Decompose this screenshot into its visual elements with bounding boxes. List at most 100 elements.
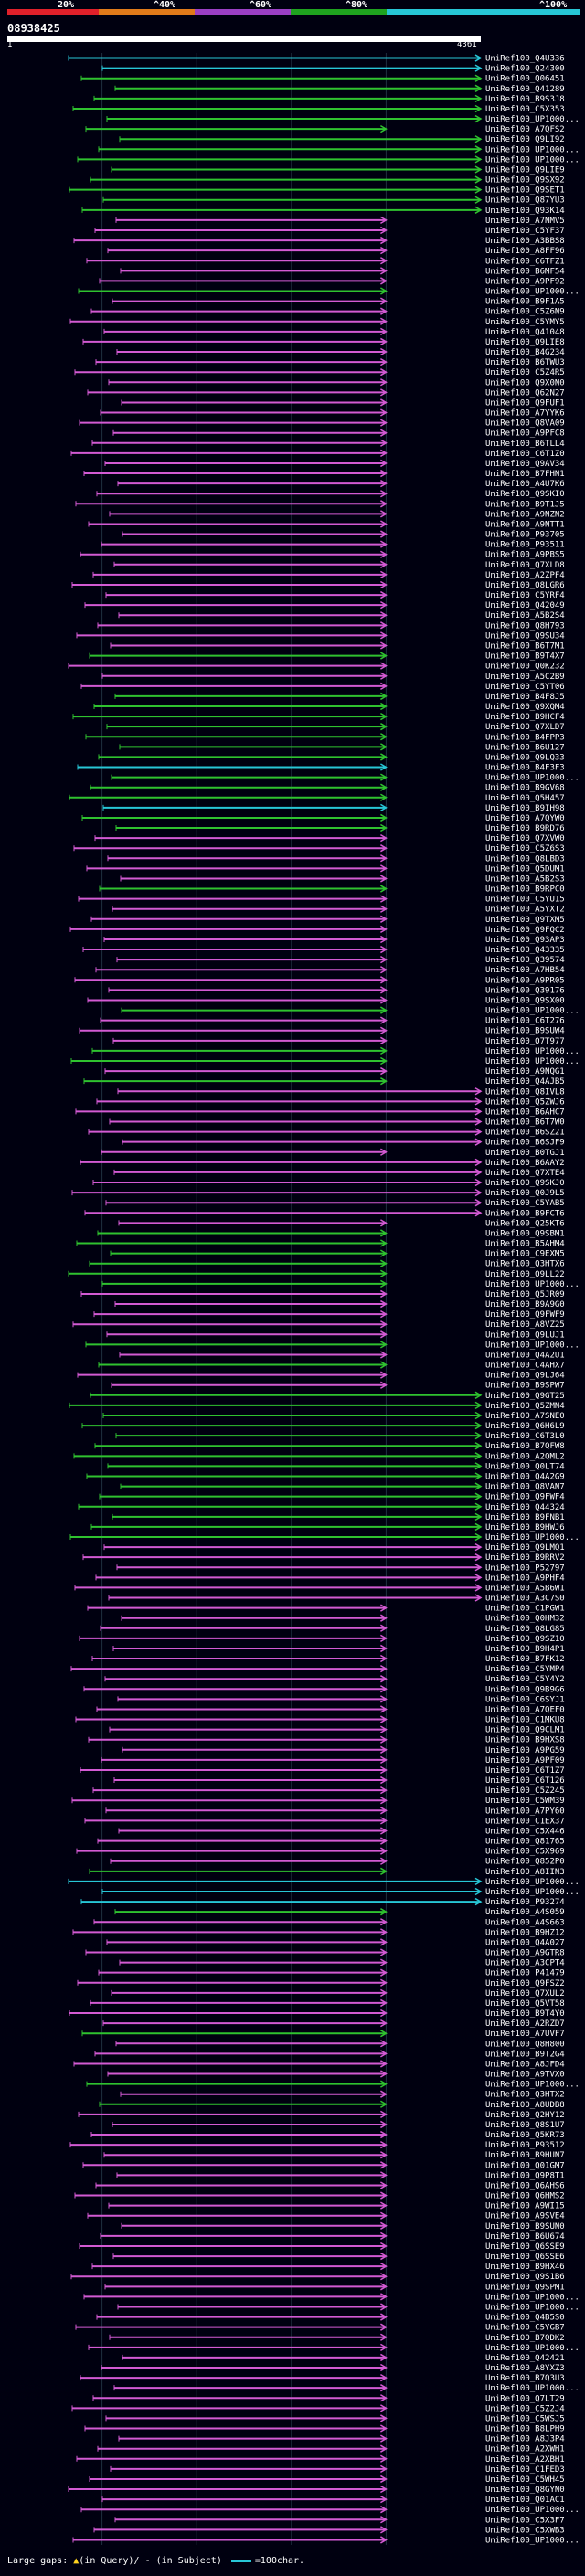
hit-label[interactable]: UniRef100_Q0K232 <box>485 663 565 672</box>
hit-label[interactable]: UniRef100_B9HX46 <box>485 2263 565 2272</box>
hit-label[interactable]: UniRef100_Q6SSE6 <box>485 2253 565 2262</box>
hit-label[interactable]: UniRef100_UP1000... <box>485 2344 580 2353</box>
hit-label[interactable]: UniRef100_B9HUN7 <box>485 2151 565 2160</box>
hit-label[interactable]: UniRef100_Q7T977 <box>485 1037 565 1046</box>
hit-row[interactable]: UniRef100_Q93AP3 <box>103 935 565 945</box>
hit-row[interactable]: UniRef100_B9GV68 <box>90 783 565 793</box>
hit-row[interactable]: UniRef100_Q9LQ33 <box>98 753 565 762</box>
hit-label[interactable]: UniRef100_Q4U336 <box>485 55 565 64</box>
hit-label[interactable]: UniRef100_Q6AHS6 <box>485 2181 565 2190</box>
hit-row[interactable]: UniRef100_Q8H800 <box>115 2040 565 2049</box>
hit-row[interactable]: UniRef100_A5B6W1 <box>74 1584 565 1593</box>
hit-label[interactable]: UniRef100_Q9FSZ2 <box>485 1979 565 1988</box>
hit-label[interactable]: UniRef100_A3BBS8 <box>485 237 565 246</box>
hit-label[interactable]: UniRef100_Q8VA09 <box>485 419 565 429</box>
hit-row[interactable]: UniRef100_Q7XLD8 <box>113 560 565 570</box>
hit-label[interactable]: UniRef100_C1MKU8 <box>485 1716 565 1725</box>
hit-label[interactable]: UniRef100_B9SUN0 <box>485 2222 565 2231</box>
hit-row[interactable]: UniRef100_A7SNE0 <box>102 1411 565 1421</box>
hit-label[interactable]: UniRef100_B6U127 <box>485 743 565 752</box>
hit-label[interactable]: UniRef100_C5WH45 <box>485 2475 565 2485</box>
hit-row[interactable]: UniRef100_C6TFZ1 <box>86 257 565 266</box>
hit-label[interactable]: UniRef100_UP1000... <box>485 1007 580 1016</box>
hit-label[interactable]: UniRef100_C1FED3 <box>485 2465 565 2475</box>
hit-row[interactable]: UniRef100_Q3HTX2 <box>120 2090 565 2100</box>
hit-label[interactable]: UniRef100_Q2HY12 <box>485 2111 565 2120</box>
hit-label[interactable]: UniRef100_Q8S1U7 <box>485 2121 565 2130</box>
hit-row[interactable]: UniRef100_A9PF09 <box>101 1755 565 1765</box>
hit-row[interactable]: UniRef100_Q5ZMN4 <box>69 1401 565 1411</box>
hit-label[interactable]: UniRef100_Q4A027 <box>485 1938 565 1947</box>
hit-row[interactable]: UniRef100_B6AHC7 <box>75 1108 565 1117</box>
hit-label[interactable]: UniRef100_C5X3F7 <box>485 2516 565 2525</box>
hit-row[interactable]: UniRef100_C5YMY5 <box>69 317 565 327</box>
hit-row[interactable]: UniRef100_B4G234 <box>116 347 565 357</box>
hit-row[interactable]: UniRef100_Q9LJ64 <box>77 1371 565 1381</box>
hit-row[interactable]: UniRef100_B4F8J5 <box>114 692 565 702</box>
hit-label[interactable]: UniRef100_B9H4P1 <box>485 1645 565 1654</box>
hit-label[interactable]: UniRef100_Q5ZMN4 <box>485 1402 565 1411</box>
hit-label[interactable]: UniRef100_B6SZ21 <box>485 1129 565 1138</box>
hit-label[interactable]: UniRef100_Q7XLD8 <box>485 561 565 570</box>
hit-row[interactable]: UniRef100_Q4A2U1 <box>119 1351 565 1360</box>
hit-row[interactable]: UniRef100_Q9FQC2 <box>69 925 565 935</box>
hit-row[interactable]: UniRef100_B9S3J8 <box>93 94 565 104</box>
hit-label[interactable]: UniRef100_P93274 <box>485 1898 565 1907</box>
hit-label[interactable]: UniRef100_Q41048 <box>485 328 565 337</box>
hit-label[interactable]: UniRef100_B8LPH9 <box>485 2425 565 2434</box>
hit-label[interactable]: UniRef100_UP1000... <box>485 155 580 164</box>
hit-label[interactable]: UniRef100_A9SVE4 <box>485 2212 565 2221</box>
hit-label[interactable]: UniRef100_Q8IVL8 <box>485 1087 565 1097</box>
hit-row[interactable]: UniRef100_Q39176 <box>108 986 565 995</box>
hit-row[interactable]: UniRef100_B9F1A5 <box>112 297 565 307</box>
hit-label[interactable]: UniRef100_C5Y4Y2 <box>485 1675 565 1684</box>
hit-row[interactable]: UniRef100_UP1000... <box>101 1279 580 1289</box>
hit-label[interactable]: UniRef100_C6T3L0 <box>485 1432 565 1441</box>
hit-row[interactable]: UniRef100_A8FF96 <box>107 247 565 256</box>
hit-label[interactable]: UniRef100_A9NZN2 <box>485 510 565 519</box>
hit-row[interactable]: UniRef100_Q5H457 <box>69 793 565 803</box>
hit-label[interactable]: UniRef100_Q6H6L9 <box>485 1422 565 1431</box>
hit-row[interactable]: UniRef100_Q5DUM1 <box>86 864 565 874</box>
hit-label[interactable]: UniRef100_B6T7W0 <box>485 1118 565 1128</box>
hit-label[interactable]: UniRef100_P93705 <box>485 531 565 540</box>
hit-row[interactable]: UniRef100_B9HWJ6 <box>90 1522 565 1532</box>
hit-row[interactable]: UniRef100_B9T4X7 <box>89 652 565 662</box>
hit-row[interactable]: UniRef100_UP1000... <box>70 1056 580 1066</box>
hit-label[interactable]: UniRef100_B7FK12 <box>485 1655 565 1664</box>
hit-label[interactable]: UniRef100_A2ZPF4 <box>485 571 565 580</box>
hit-label[interactable]: UniRef100_UP1000... <box>485 1047 580 1056</box>
hit-label[interactable]: UniRef100_B9GV68 <box>485 784 565 793</box>
hit-row[interactable]: UniRef100_A9PHF4 <box>95 1574 565 1583</box>
hit-label[interactable]: UniRef100_B6SJF9 <box>485 1139 565 1148</box>
hit-label[interactable]: UniRef100_Q5VT58 <box>485 1999 565 2009</box>
hit-label[interactable]: UniRef100_A8IIN3 <box>485 1868 565 1877</box>
hit-row[interactable]: UniRef100_Q9LMQ1 <box>103 1542 565 1553</box>
hit-row[interactable]: UniRef100_C5Z6S3 <box>73 844 565 853</box>
hit-row[interactable]: UniRef100_Q9SKJ0 <box>92 1178 565 1188</box>
hit-row[interactable]: UniRef100_C5YU15 <box>78 895 565 905</box>
hit-row[interactable]: UniRef100_Q0LT74 <box>107 1462 565 1471</box>
hit-label[interactable]: UniRef100_UP1000... <box>485 2303 580 2312</box>
hit-row[interactable]: UniRef100_Q0HM32 <box>121 1614 565 1624</box>
hit-label[interactable]: UniRef100_Q9LUJ1 <box>485 1330 565 1340</box>
hit-label[interactable]: UniRef100_A3C7S0 <box>485 1595 565 1604</box>
hit-row[interactable]: UniRef100_Q9SPM1 <box>104 2283 565 2292</box>
hit-label[interactable]: UniRef100_C5YGB7 <box>485 2324 565 2333</box>
hit-label[interactable]: UniRef100_Q9LQ33 <box>485 753 565 762</box>
hit-label[interactable]: UniRef100_Q93K14 <box>485 207 565 216</box>
hit-label[interactable]: UniRef100_C5X446 <box>485 1827 565 1836</box>
hit-row[interactable]: UniRef100_Q5KR73 <box>90 2130 565 2140</box>
hit-row[interactable]: UniRef100_Q7XUL2 <box>111 1988 565 1998</box>
hit-row[interactable]: UniRef100_Q9SBM1 <box>97 1229 565 1238</box>
hit-label[interactable]: UniRef100_B9A9G0 <box>485 1300 565 1309</box>
hit-row[interactable]: UniRef100_B6U674 <box>100 2231 565 2242</box>
hit-label[interactable]: UniRef100_A9PF09 <box>485 1756 565 1765</box>
hit-row[interactable]: UniRef100_Q06451 <box>80 74 565 84</box>
hit-label[interactable]: UniRef100_Q9S1B6 <box>485 2273 565 2282</box>
hit-row[interactable]: UniRef100_B6TWU3 <box>95 357 565 367</box>
hit-row[interactable]: UniRef100_Q8GYN0 <box>68 2485 565 2495</box>
hit-label[interactable]: UniRef100_B9T4X7 <box>485 652 565 662</box>
hit-row[interactable]: UniRef100_P52797 <box>116 1564 565 1573</box>
hit-label[interactable]: UniRef100_Q0LT74 <box>485 1462 565 1471</box>
